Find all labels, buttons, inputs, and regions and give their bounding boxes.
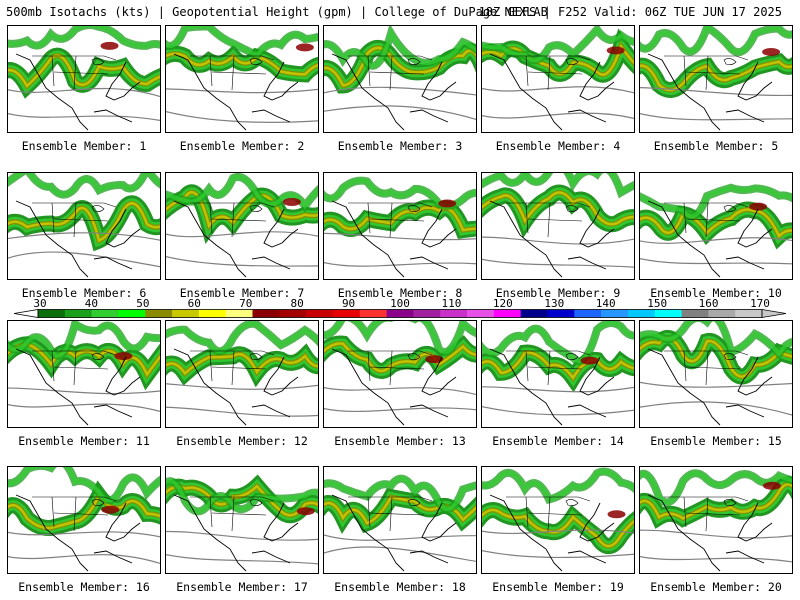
colorbar-swatch	[520, 309, 548, 318]
colorbar-swatch	[493, 309, 521, 318]
map-panel-member-4	[481, 25, 635, 133]
map-panel-member-10	[639, 172, 793, 280]
colorbar-swatch	[654, 309, 682, 318]
colorbar-swatch	[118, 309, 146, 318]
colorbar-arrow-low	[13, 309, 39, 318]
colorbar-swatch	[708, 309, 736, 318]
colorbar-tick-label: 60	[187, 297, 201, 310]
colorbar-swatch	[252, 309, 280, 318]
colorbar-tick-label: 110	[441, 297, 462, 310]
colorbar-tick-label: 30	[33, 297, 47, 310]
colorbar-swatch	[332, 309, 361, 318]
colorbar-swatch	[225, 309, 253, 318]
ensemble-member-label: Ensemble Member: 13	[334, 434, 466, 448]
ensemble-member-label: Ensemble Member: 2	[179, 139, 305, 153]
ensemble-member-label: Ensemble Member: 1	[21, 139, 147, 153]
colorbar-swatch	[627, 309, 656, 318]
map-panel-member-11	[7, 320, 161, 428]
ensemble-member-label: Ensemble Member: 14	[492, 434, 624, 448]
map-panel-member-18	[323, 466, 477, 574]
colorbar-tick-label: 80	[290, 297, 304, 310]
map-panel-member-8	[323, 172, 477, 280]
map-panel-member-5	[639, 25, 793, 133]
map-panel-member-3	[323, 25, 477, 133]
colorbar-swatch	[359, 309, 387, 318]
map-panel-member-2	[165, 25, 319, 133]
colorbar-labels: 30 40 50 60 70 80 90 100 110 120 130 140 150 160 170	[0, 297, 800, 310]
colorbar	[13, 309, 787, 318]
colorbar-swatch	[413, 309, 441, 318]
map-panel-member-7	[165, 172, 319, 280]
ensemble-member-label: Ensemble Member: 6	[21, 286, 147, 300]
colorbar-swatch	[386, 309, 414, 318]
colorbar-tick-label: 170	[750, 297, 770, 310]
ensemble-member-label: Ensemble Member: 4	[495, 139, 621, 153]
ensemble-member-label: Ensemble Member: 12	[176, 434, 308, 448]
ensemble-member-label: Ensemble Member: 3	[337, 139, 463, 153]
ensemble-member-label: Ensemble Member: 16	[18, 580, 150, 594]
colorbar-swatch	[547, 309, 575, 318]
colorbar-swatch	[172, 309, 200, 318]
colorbar-tick-label: 140	[595, 297, 616, 310]
colorbar-swatch	[38, 309, 66, 318]
colorbar-tick-label: 50	[136, 297, 150, 310]
map-panel-member-17	[165, 466, 319, 574]
title-product: 500mb Isotachs (kts) | Geopotential Heig…	[6, 5, 548, 19]
ensemble-member-label: Ensemble Member: 10	[650, 286, 782, 300]
colorbar-tick-label: 150	[647, 297, 668, 310]
colorbar-swatch	[440, 309, 468, 318]
colorbar-tick-label: 90	[341, 297, 356, 310]
colorbar-tick-label: 40	[84, 297, 99, 310]
map-panel-member-16	[7, 466, 161, 574]
map-panel-member-19	[481, 466, 635, 574]
colorbar-tick-label: 130	[544, 297, 565, 310]
ensemble-member-label: Ensemble Member: 7	[179, 286, 305, 300]
colorbar-swatch	[574, 309, 602, 318]
map-panel-member-12	[165, 320, 319, 428]
title-run-valid: 18Z GEFS | F252 Valid: 06Z TUE JUN 17 20…	[478, 5, 782, 19]
map-panel-member-9	[481, 172, 635, 280]
ensemble-member-label: Ensemble Member: 8	[337, 286, 463, 300]
map-panel-member-20	[639, 466, 793, 574]
colorbar-tick-label: 160	[698, 297, 719, 310]
colorbar-swatch	[467, 309, 495, 318]
ensemble-member-label: Ensemble Member: 5	[653, 139, 779, 153]
map-title: 500mb Isotachs (kts) | Geopotential Heig…	[6, 5, 794, 21]
map-panel-member-1	[7, 25, 161, 133]
colorbar-tick-label: 70	[239, 297, 253, 310]
colorbar-swatch	[279, 309, 307, 318]
map-panel-member-6	[7, 172, 161, 280]
colorbar-swatch	[735, 309, 763, 318]
colorbar-swatch	[91, 309, 119, 318]
ensemble-member-label: Ensemble Member: 19	[492, 580, 624, 594]
colorbar-swatch	[306, 309, 334, 318]
colorbar-swatch	[198, 309, 227, 318]
colorbar-tick-label: 120	[492, 297, 513, 310]
ensemble-member-label: Ensemble Member: 15	[650, 434, 782, 448]
colorbar-swatch	[64, 309, 92, 318]
colorbar-swatch	[681, 309, 709, 318]
colorbar-arrow-high	[761, 309, 787, 318]
map-panel-member-15	[639, 320, 793, 428]
ensemble-member-label: Ensemble Member: 11	[18, 434, 150, 448]
colorbar-swatch	[145, 309, 173, 318]
ensemble-member-label: Ensemble Member: 17	[176, 580, 308, 594]
colorbar-tick-label: 100	[390, 297, 410, 310]
ensemble-member-label: Ensemble Member: 18	[334, 580, 466, 594]
ensemble-member-label: Ensemble Member: 9	[495, 286, 621, 300]
map-panel-member-14	[481, 320, 635, 428]
map-panel-member-13	[323, 320, 477, 428]
ensemble-member-label: Ensemble Member: 20	[650, 580, 782, 594]
colorbar-swatch	[601, 309, 629, 318]
